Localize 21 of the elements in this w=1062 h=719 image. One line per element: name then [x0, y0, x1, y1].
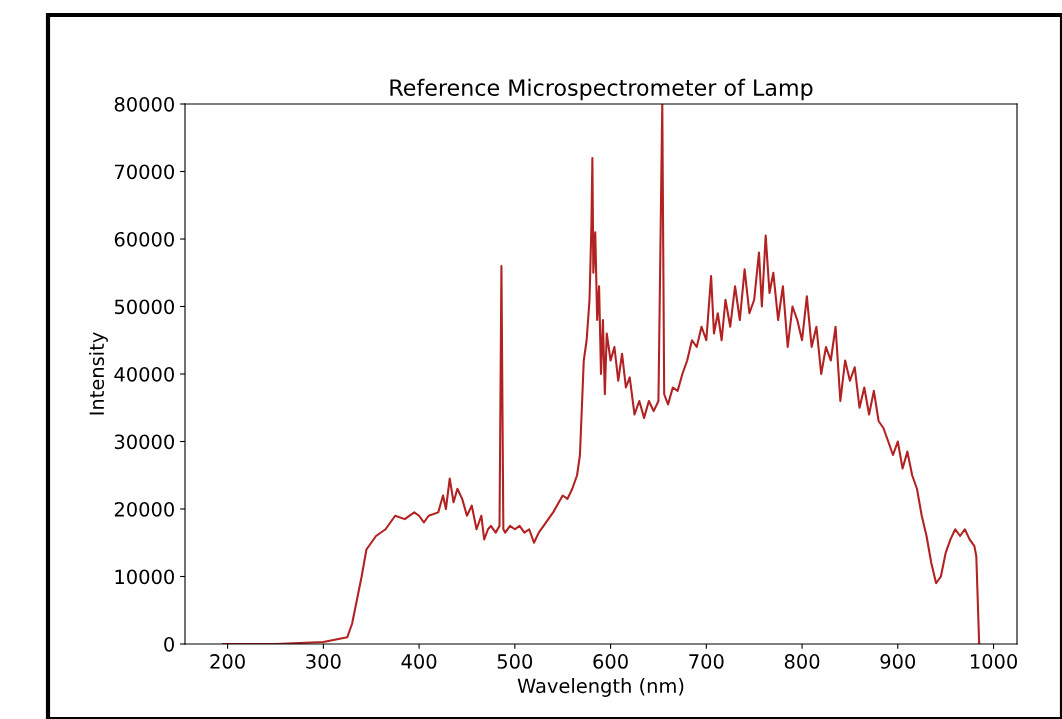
y-tick-label: 80000 — [114, 96, 174, 112]
y-tick-label: 20000 — [114, 501, 174, 517]
y-tick-label: 0 — [164, 636, 174, 652]
chart-title: Reference Microspectrometer of Lamp — [390, 78, 813, 101]
y-tick-label: 40000 — [114, 366, 174, 382]
y-tick-label: 60000 — [114, 231, 174, 247]
y-axis-title: Intensity — [89, 332, 108, 415]
x-tick-label: 700 — [689, 654, 724, 669]
x-tick-label: 900 — [880, 654, 916, 669]
x-tick-label: 600 — [593, 654, 628, 669]
x-axis-title: Wavelength (nm) — [517, 678, 684, 697]
x-tick-label: 300 — [306, 654, 341, 669]
x-tick-label: 400 — [401, 654, 437, 669]
y-tick-label: 30000 — [114, 434, 174, 450]
y-tick-label: 50000 — [114, 299, 174, 315]
x-tick-label: 800 — [784, 654, 820, 669]
y-tick-label: 10000 — [115, 569, 174, 585]
x-tick-label: 200 — [210, 654, 245, 669]
y-tick-label: 70000 — [115, 164, 174, 180]
x-tick-label: 500 — [497, 654, 533, 669]
x-tick-label: 1000 — [970, 654, 1017, 669]
